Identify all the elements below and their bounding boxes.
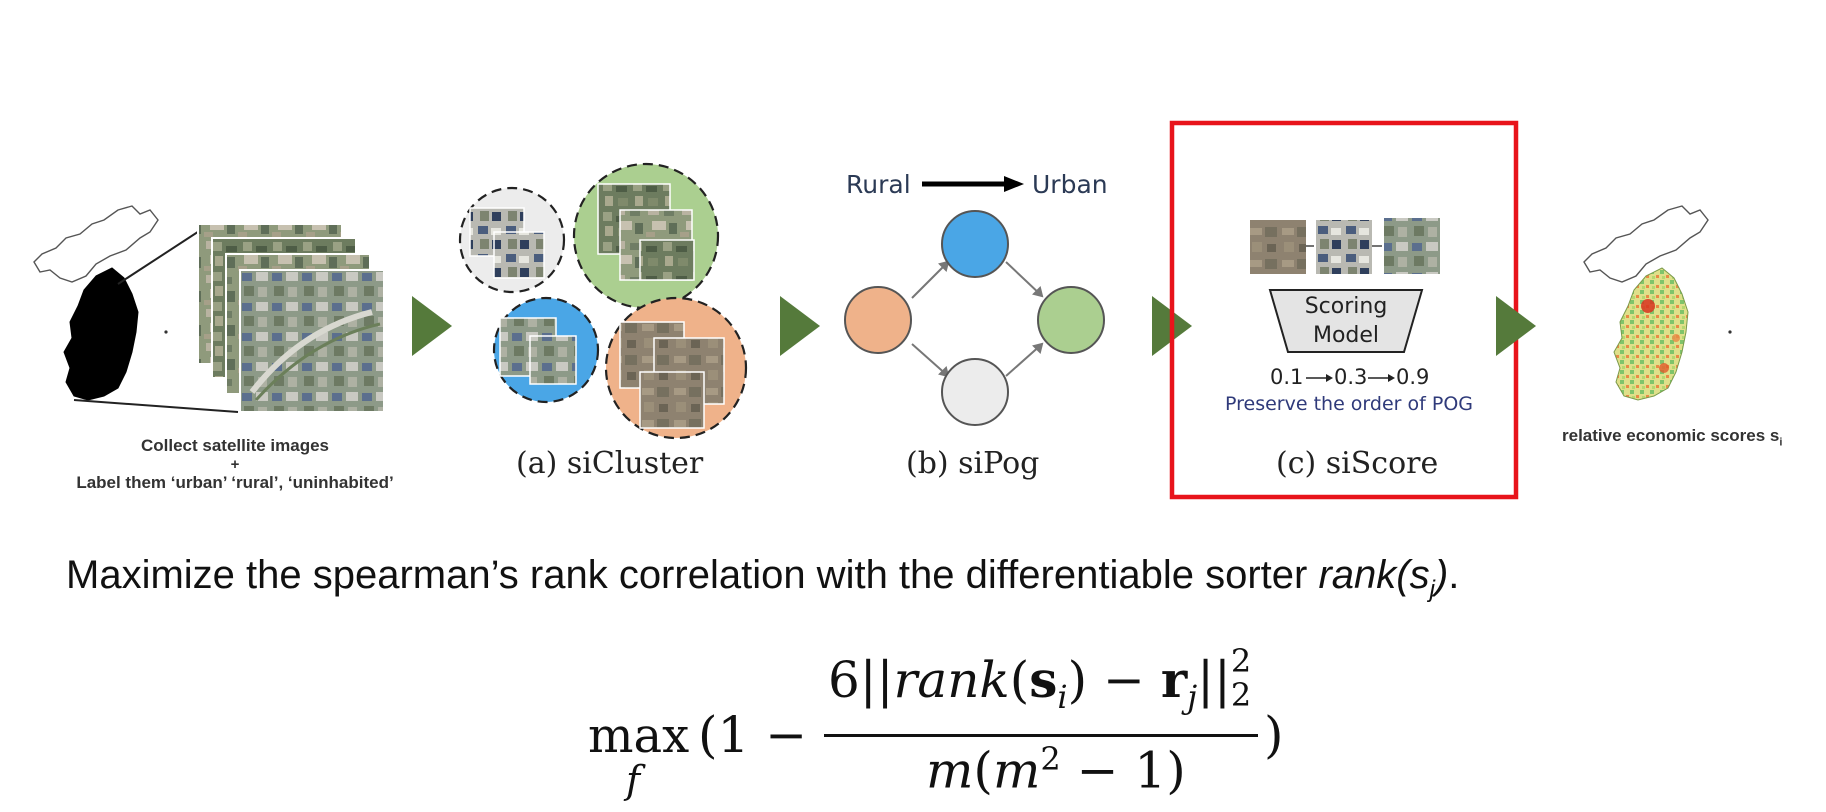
formula-max: max	[588, 708, 690, 764]
cluster-orange	[604, 296, 748, 440]
collect-line2: Label them ‘urban’ ‘rural’, ‘uninhabited…	[76, 473, 394, 492]
score-thumbnails	[1250, 218, 1440, 274]
siscore-highlight-box	[1169, 120, 1519, 500]
urban-label: Urban	[1032, 170, 1108, 199]
korea-map-left	[33, 205, 168, 401]
score-arrows	[1306, 374, 1395, 382]
cluster-gray	[458, 186, 566, 294]
pog-node-orange	[844, 286, 912, 354]
arrow-1	[412, 296, 452, 356]
formula-trail: )	[1264, 706, 1284, 764]
output-label-sub: i	[1779, 436, 1783, 449]
arrow-4	[1496, 296, 1536, 356]
formula-max-under: f	[626, 758, 641, 802]
stage-a-label: (a) siCluster	[516, 446, 704, 481]
scoring-model-trapezoid	[1268, 289, 1424, 353]
formula-numerator: 6||rank(si) − rj|| 2 2	[828, 642, 1252, 716]
projection-lines	[73, 223, 239, 413]
stage-c-label: (c) siScore	[1276, 446, 1439, 481]
pog-node-gray	[941, 358, 1009, 426]
sentence-prefix: Maximize the spearman’s rank correlation…	[66, 553, 1319, 597]
korea-map-right	[1583, 205, 1732, 401]
spearman-formula: max f (1 − 6||rank(si) − rj|| 2 2 m(m2 − 1…	[580, 640, 1300, 812]
rural-urban-arrow	[922, 176, 1024, 192]
formula-denominator: m(m2 − 1)	[926, 740, 1186, 800]
rural-label: Rural	[846, 170, 911, 199]
score-value-3: 0.9	[1396, 365, 1430, 389]
pog-edges	[911, 260, 1044, 378]
objective-sentence: Maximize the spearman’s rank correlation…	[66, 553, 1459, 604]
cluster-green	[572, 162, 720, 310]
scoring-model-line2: Model	[1312, 323, 1380, 348]
collect-plus: +	[230, 456, 240, 473]
scoring-model-line1: Scoring	[1304, 294, 1388, 319]
formula-lead: (1 −	[698, 706, 808, 764]
satellite-image-stack	[197, 223, 385, 413]
scoring-model-label: Scoring Model	[1290, 292, 1402, 350]
sentence-func: rank(sj)	[1318, 553, 1449, 603]
cluster-blue	[492, 296, 600, 404]
output-label: relative economic scores si	[1562, 426, 1782, 448]
collect-line1: Collect satellite images	[140, 436, 330, 455]
stage-b-label: (b) siPog	[906, 446, 1040, 481]
arrow-2	[780, 296, 820, 356]
output-label-text: relative economic scores s	[1562, 426, 1780, 445]
collect-caption: Collect satellite images + Label them ‘u…	[52, 436, 418, 493]
score-value-2: 0.3	[1334, 365, 1368, 389]
sentence-sub: j	[1429, 576, 1435, 603]
formula-fraction-bar	[824, 734, 1258, 737]
pog-node-green	[1037, 286, 1105, 354]
pipeline-diagram	[33, 120, 1732, 500]
preserve-order-label: Preserve the order of POG	[1225, 393, 1473, 415]
pog-node-blue	[941, 210, 1009, 278]
sentence-period: .	[1448, 553, 1460, 597]
score-value-1: 0.1	[1270, 365, 1304, 389]
